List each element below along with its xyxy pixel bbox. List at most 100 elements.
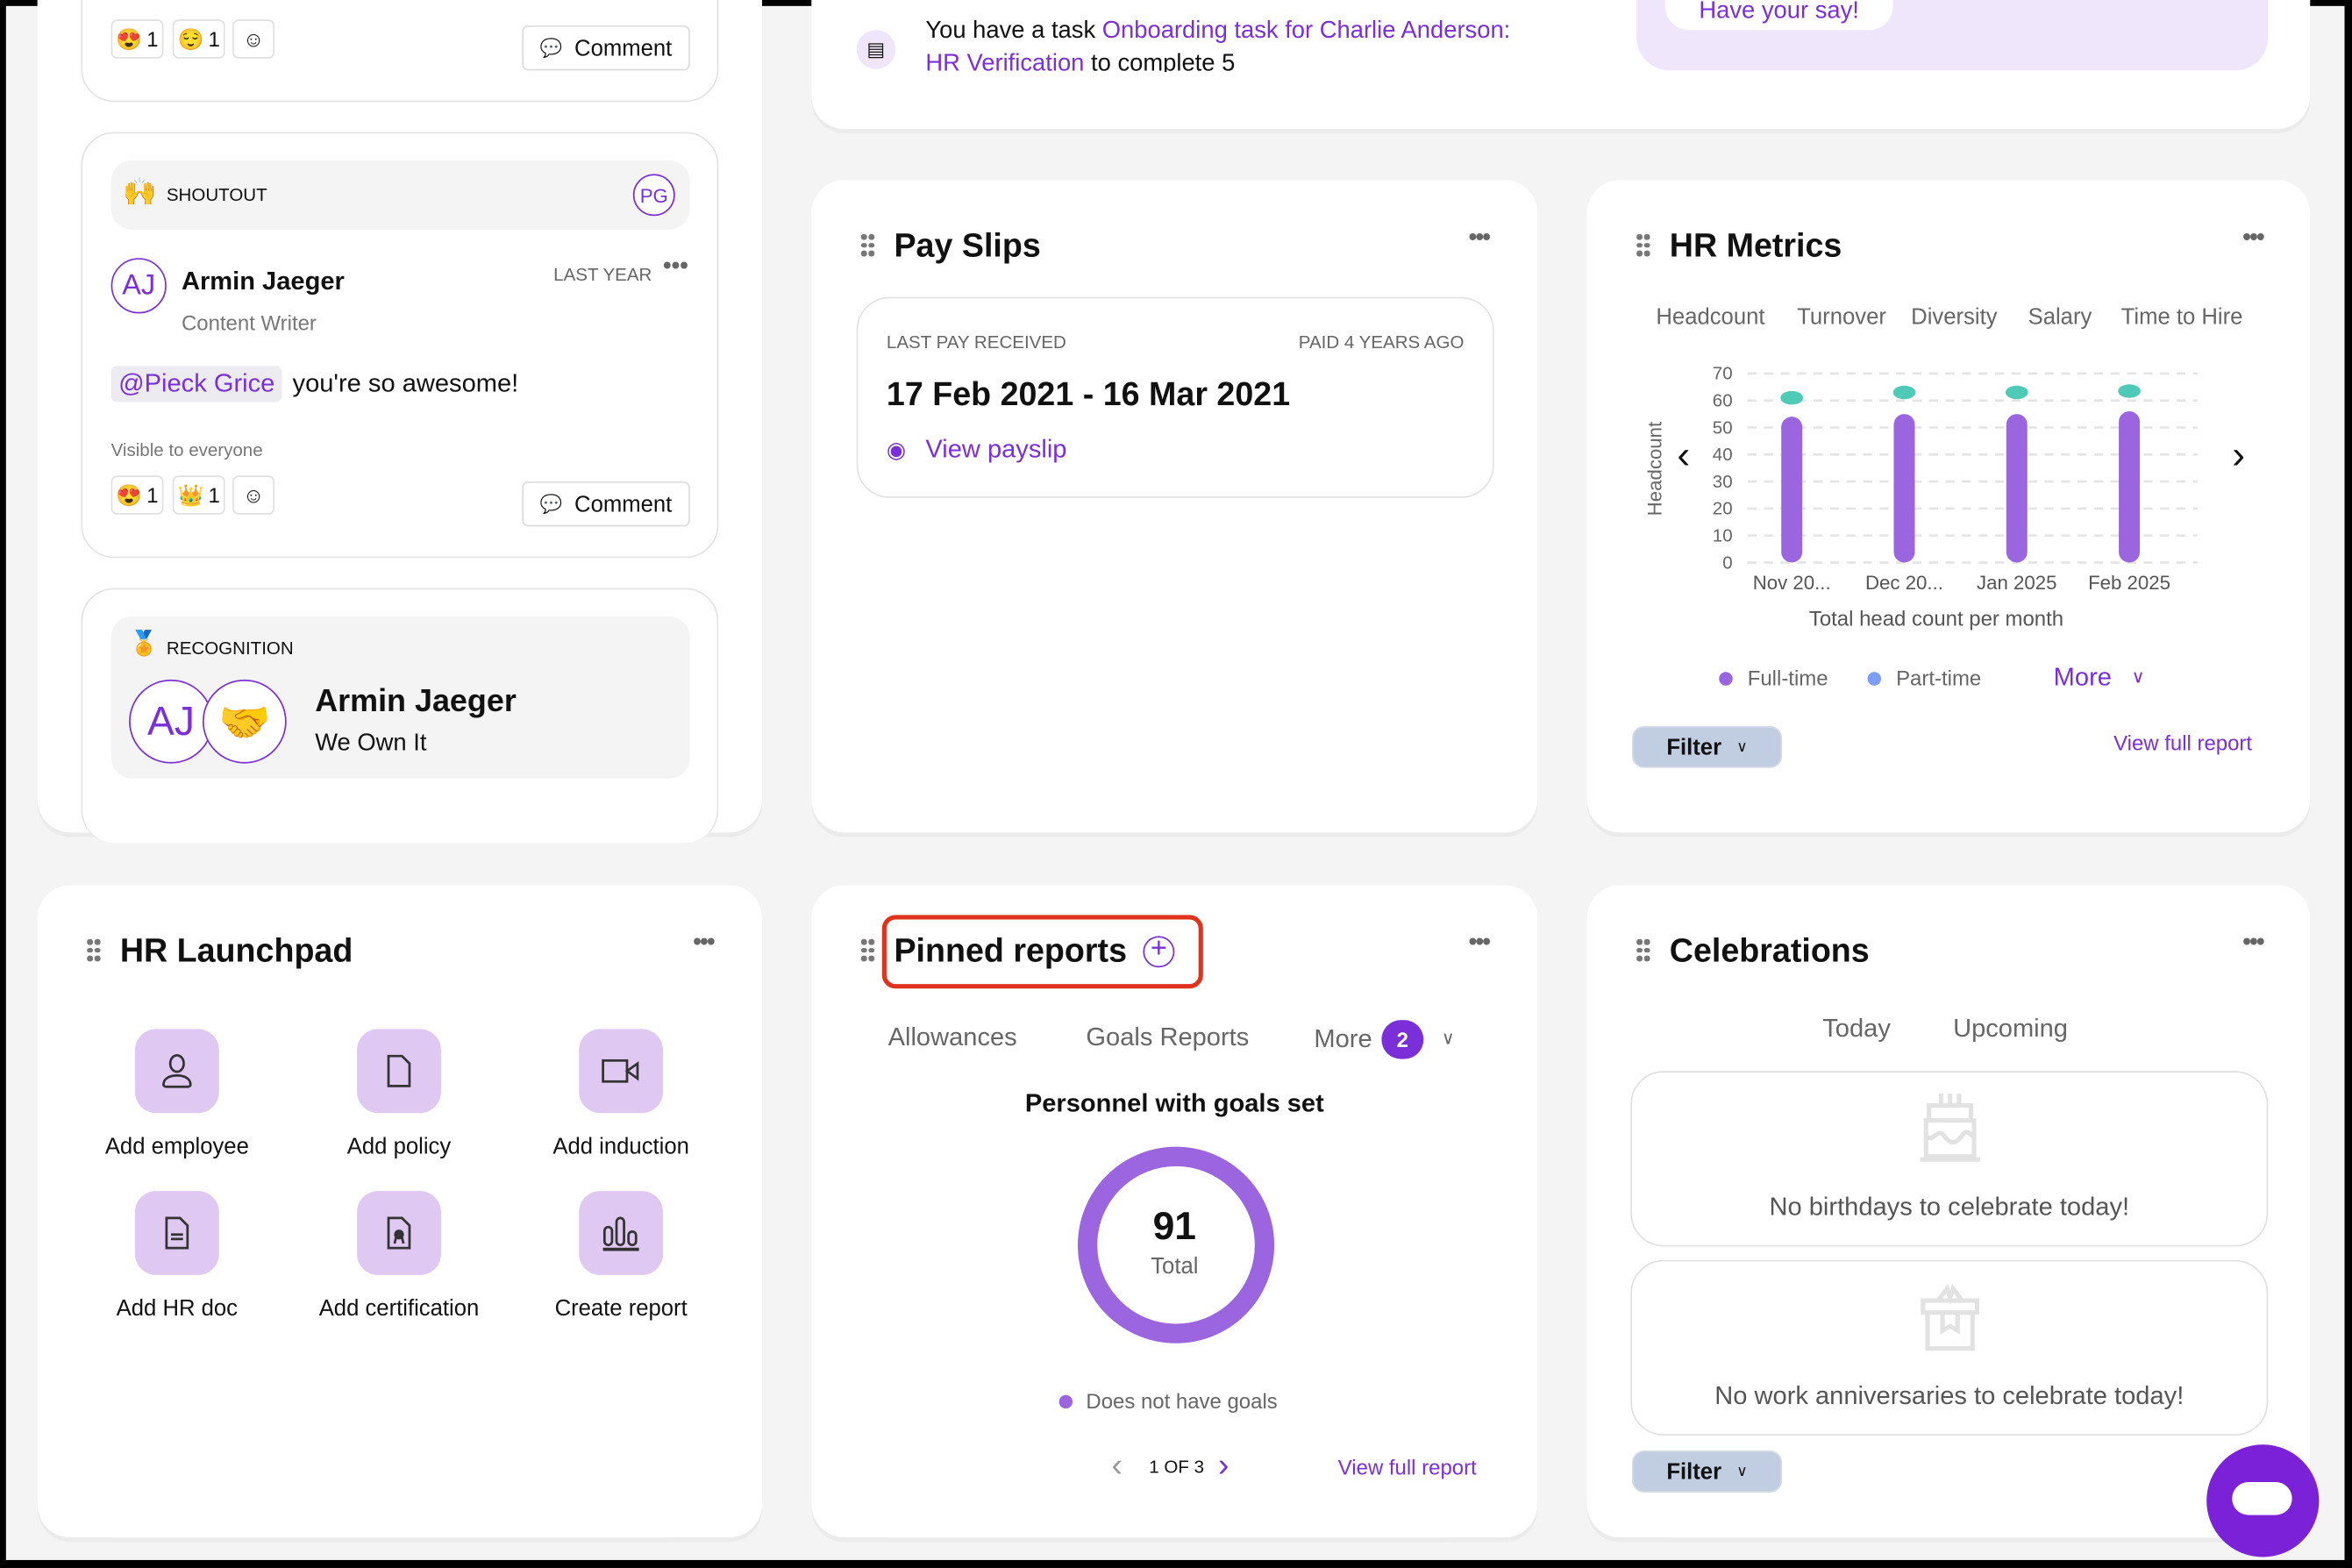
add-certification-button[interactable]: Add certification: [288, 1191, 510, 1322]
add-hr-doc-button[interactable]: Add HR doc: [66, 1191, 288, 1322]
more-options-button[interactable]: •••: [2242, 930, 2264, 956]
recognition-value: We Own It: [315, 731, 427, 757]
more-options-button[interactable]: •••: [1468, 225, 1491, 251]
tab-today[interactable]: Today: [1822, 1014, 1891, 1043]
x-tick-label: Dec 20...: [1865, 572, 1943, 594]
chart-next-icon[interactable]: ›: [2232, 431, 2246, 477]
tab-upcoming[interactable]: Upcoming: [1953, 1014, 2069, 1043]
drag-handle-icon[interactable]: [87, 938, 100, 961]
item-label: Add HR doc: [116, 1295, 239, 1322]
pay-period: 17 Feb 2021 - 16 Mar 2021: [886, 374, 1291, 413]
total-label: Total: [1151, 1253, 1199, 1280]
create-report-button[interactable]: Create report: [510, 1191, 732, 1322]
chevron-down-icon: ∨: [1736, 738, 1748, 756]
task-link[interactable]: Onboarding task for Charlie Anderson:: [1101, 18, 1511, 44]
paid-ago: PAID 4 YEARS AGO: [1298, 331, 1465, 353]
more-options-button[interactable]: •••: [1468, 930, 1491, 956]
add-reaction-button[interactable]: ☺: [232, 475, 275, 515]
view-full-report-link[interactable]: View full report: [2113, 731, 2253, 755]
doc-lines-icon: [134, 1191, 219, 1275]
reaction-relieved[interactable]: 😌 1: [172, 19, 225, 59]
chevron-down-icon[interactable]: ∨: [2131, 666, 2145, 688]
author-avatar[interactable]: AJ: [110, 258, 167, 314]
comment-button[interactable]: 💬 Comment: [522, 25, 690, 71]
dot-marker: [1780, 390, 1804, 405]
x-tick-label: Nov 20...: [1753, 572, 1831, 594]
next-page-icon[interactable]: ›: [1217, 1445, 1229, 1484]
have-your-say-button[interactable]: Have your say!: [1664, 0, 1893, 31]
drag-handle-icon[interactable]: [860, 938, 874, 961]
chevron-down-icon[interactable]: ∨: [1441, 1027, 1455, 1049]
comment-button[interactable]: 💬 Comment: [522, 481, 690, 527]
y-tick-label: 60: [1713, 391, 1733, 411]
add-policy-button[interactable]: Add policy: [288, 1029, 510, 1159]
add-reaction-button[interactable]: ☺: [232, 19, 275, 59]
reaction-count: 1: [208, 26, 220, 52]
person-icon: [134, 1029, 219, 1114]
tab-more[interactable]: More: [1314, 1024, 1372, 1053]
reaction-count: 1: [146, 482, 159, 508]
legend-dot: [1058, 1394, 1073, 1409]
add-employee-button[interactable]: Add employee: [66, 1029, 288, 1159]
empty-message: No work anniversaries to celebrate today…: [1714, 1381, 2185, 1410]
view-payslip-link[interactable]: View payslip: [925, 435, 1067, 464]
post-type-label: RECOGNITION: [166, 637, 294, 659]
reaction-love[interactable]: 😍 1: [110, 19, 164, 59]
more-options-button[interactable]: •••: [2242, 225, 2264, 251]
drag-handle-icon[interactable]: [860, 233, 874, 256]
author-name[interactable]: Armin Jaeger: [181, 267, 345, 296]
x-tick-label: Feb 2025: [2088, 572, 2170, 594]
card-title: HR Metrics: [1669, 226, 1842, 265]
heart-eyes-icon: 😍: [116, 481, 143, 507]
drag-handle-icon[interactable]: [1636, 233, 1650, 256]
empty-message: No birthdays to celebrate today!: [1769, 1192, 2130, 1222]
tab-salary[interactable]: Salary: [2028, 304, 2092, 331]
drag-handle-icon[interactable]: [1636, 938, 1650, 961]
y-tick-label: 30: [1713, 472, 1733, 492]
dot-marker: [1892, 385, 1916, 400]
document-icon: [357, 1029, 441, 1114]
legend-part-time[interactable]: Part-time: [1896, 666, 1982, 690]
more-options-button[interactable]: •••: [693, 930, 715, 956]
chart-prev-icon[interactable]: ‹: [1677, 431, 1691, 477]
shoutout-card: 🙌 SHOUTOUT PG AJ Armin Jaeger Content Wr…: [81, 132, 719, 559]
tab-time-to-hire[interactable]: Time to Hire: [2120, 304, 2243, 331]
legend-more-button[interactable]: More: [2053, 663, 2112, 692]
tab-headcount[interactable]: Headcount: [1656, 304, 1765, 331]
heart-eyes-icon: 😍: [116, 25, 143, 51]
frame: [2344, 0, 2352, 1568]
author-role: Content Writer: [181, 310, 317, 335]
chat-button[interactable]: [2206, 1444, 2320, 1557]
task-link[interactable]: HR Verification: [925, 51, 1085, 73]
reaction-crown[interactable]: 👑 1: [172, 475, 225, 515]
add-induction-button[interactable]: Add induction: [510, 1029, 732, 1159]
tab-diversity[interactable]: Diversity: [1911, 304, 1998, 331]
cake-icon: [1920, 1093, 1980, 1162]
title-highlight: [881, 915, 1203, 989]
recipient-avatar[interactable]: PG: [632, 174, 675, 217]
visibility-label: Visible to everyone: [110, 439, 263, 461]
view-full-report-link[interactable]: View full report: [1337, 1455, 1477, 1479]
tab-allowances[interactable]: Allowances: [887, 1023, 1017, 1052]
post-options-button[interactable]: •••: [663, 253, 688, 280]
filter-button[interactable]: Filter ∨: [1632, 1450, 1783, 1493]
x-tick-label: Jan 2025: [1977, 572, 2056, 594]
recognition-card: 🏅 RECOGNITION AJ 🤝 Armin Jaeger We Own I…: [81, 588, 719, 844]
survey-banner: Have your say!: [1636, 0, 2269, 71]
filter-button[interactable]: Filter ∨: [1632, 725, 1783, 768]
task-suffix: to complete 5: [1091, 51, 1236, 73]
reaction-love[interactable]: 😍 1: [110, 475, 164, 515]
shoutout-header: 🙌 SHOUTOUT PG: [110, 160, 690, 230]
tab-goals-reports[interactable]: Goals Reports: [1086, 1023, 1250, 1052]
legend-full-time[interactable]: Full-time: [1747, 666, 1828, 690]
y-tick-label: 10: [1713, 525, 1733, 545]
tab-turnover[interactable]: Turnover: [1797, 304, 1886, 331]
item-label: Add policy: [346, 1134, 452, 1160]
add-report-button[interactable]: +: [1143, 935, 1175, 968]
goals-donut-chart: [1077, 1146, 1275, 1343]
headcount-chart: 0 10 20 30 40 50 60 70 Nov 20... Dec 20... Jan 202…: [1713, 364, 2198, 594]
legend-no-goals[interactable]: Does not have goals: [1086, 1388, 1278, 1414]
mention-tag[interactable]: @Pieck Grice: [110, 366, 282, 403]
recipient-avatar[interactable]: AJ: [129, 679, 213, 764]
prev-page-icon[interactable]: ‹: [1111, 1445, 1123, 1484]
